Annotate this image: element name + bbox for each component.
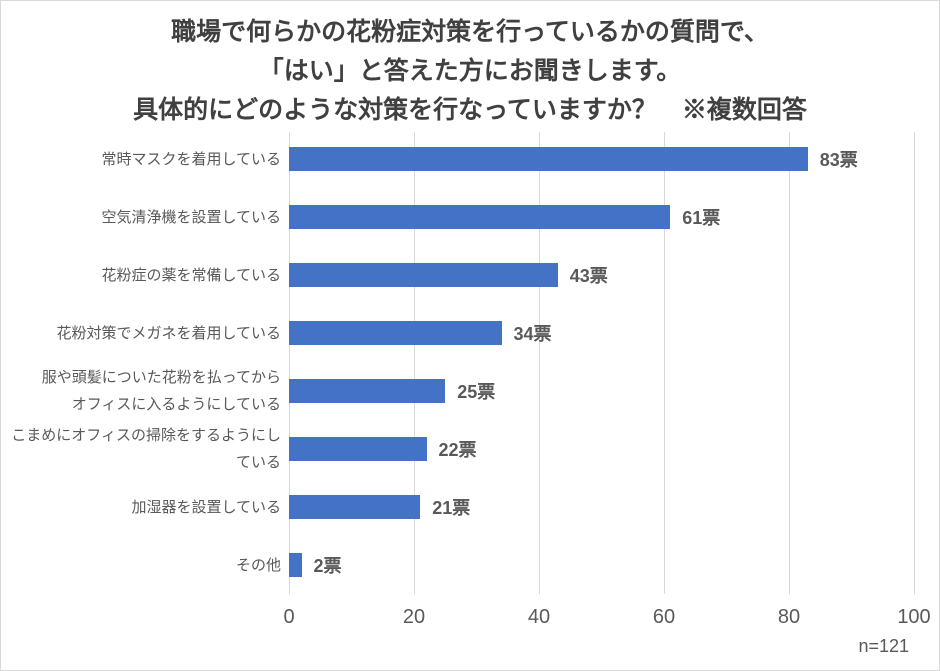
x-axis-tick-label: 60 <box>652 606 676 628</box>
x-axis-tick-label: 40 <box>527 606 551 628</box>
gridline <box>539 132 540 594</box>
bar-row: 花粉対策でメガネを着用している 34票 <box>1 304 939 362</box>
bar-track: 2票 <box>289 552 914 578</box>
bar <box>289 379 446 403</box>
value-label: 61票 <box>682 208 721 228</box>
x-axis-tick-label: 80 <box>777 606 801 628</box>
x-axis-tick-label: 20 <box>402 606 426 628</box>
x-axis-tick-label: 0 <box>283 606 295 628</box>
bar-row: 花粉症の薬を常備している 43票 <box>1 246 939 304</box>
bar-row: 加湿器を設置している 21票 <box>1 478 939 536</box>
gridline <box>289 132 290 594</box>
bar <box>289 321 502 345</box>
chart-title-line-2: 「はい」と答えた方にお聞きします。 <box>258 57 682 85</box>
bar-track: 22票 <box>289 436 914 462</box>
plot-area: 常時マスクを着用している 83票空気清浄機を設置している 61票花粉症の薬を常備して… <box>1 130 939 594</box>
x-axis: 0 20 40 60 80 100 <box>283 604 930 630</box>
category-label: 花粉症の薬を常備している <box>101 266 281 284</box>
bar <box>289 553 302 577</box>
bar <box>289 147 808 171</box>
chart-title-line-1: 職場で何らかの花粉症対策を行っているかの質問で、 <box>171 18 769 46</box>
category-label: 加湿器を設置している <box>131 498 281 516</box>
bar <box>289 437 427 461</box>
gridline <box>914 132 915 594</box>
bar-row: 常時マスクを着用している 83票 <box>1 130 939 188</box>
value-label: 2票 <box>313 556 342 576</box>
bar-row: 空気清浄機を設置している 61票 <box>1 188 939 246</box>
category-label: こまめにオフィスの掃除をするようにしている <box>11 427 281 471</box>
x-axis-tick-label: 100 <box>897 606 931 628</box>
bar-track: 83票 <box>289 146 914 172</box>
bar-row: その他 2票 <box>1 536 939 594</box>
value-label: 22票 <box>438 440 477 460</box>
bar-row: こまめにオフィスの掃除をするようにしている 22票 <box>1 420 939 478</box>
sample-size-note: n=121 <box>858 636 909 656</box>
value-label: 25票 <box>457 382 496 402</box>
gridline <box>414 132 415 594</box>
category-label: 空気清浄機を設置している <box>101 208 281 226</box>
value-label: 34票 <box>513 324 552 344</box>
category-label: 花粉対策でメガネを着用している <box>56 324 281 342</box>
category-label: 服や頭髪についた花粉を払ってから オフィスに入るようにしている <box>41 369 281 413</box>
bar-track: 61票 <box>289 204 914 230</box>
bar-track: 21票 <box>289 494 914 520</box>
bar-row: 服や頭髪についた花粉を払ってから オフィスに入るようにしている 25票 <box>1 362 939 420</box>
bar-track: 34票 <box>289 320 914 346</box>
value-label: 43票 <box>569 266 608 286</box>
category-label: 常時マスクを着用している <box>101 150 281 168</box>
bar <box>289 205 671 229</box>
gridline <box>664 132 665 594</box>
gridline <box>789 132 790 594</box>
bar <box>289 495 421 519</box>
chart-title-line-3: 具体的にどのような対策を行なっていますか？ ※複数回答 <box>133 96 807 124</box>
bar-track: 43票 <box>289 262 914 288</box>
value-label: 83票 <box>819 150 858 170</box>
bar-track: 25票 <box>289 378 914 404</box>
gridlines <box>289 132 915 594</box>
chart-title: 職場で何らかの花粉症対策を行っているかの質問で、 「はい」と答えた方にお聞きしま… <box>1 1 939 130</box>
category-label: その他 <box>235 556 281 574</box>
value-label: 21票 <box>432 498 471 518</box>
bar-rows: 常時マスクを着用している 83票空気清浄機を設置している 61票花粉症の薬を常備して… <box>1 130 939 594</box>
bar <box>289 263 558 287</box>
